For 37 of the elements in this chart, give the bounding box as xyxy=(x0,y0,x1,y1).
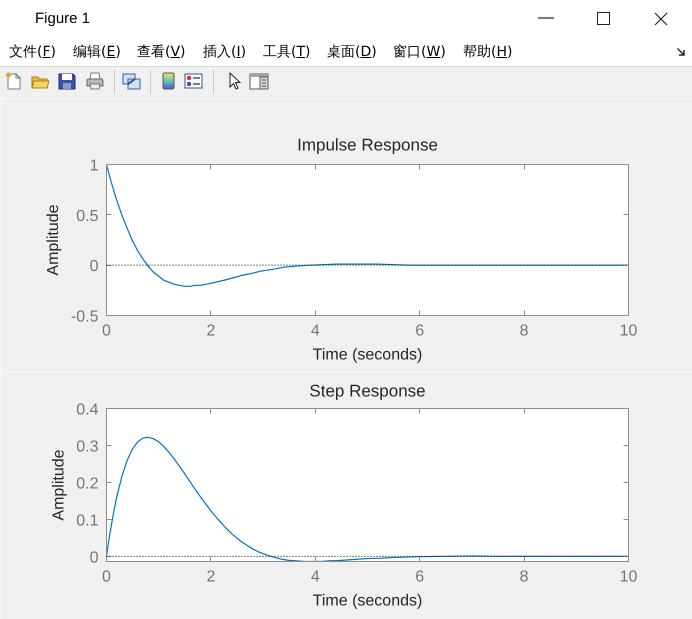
y-tick-label: 0.3 xyxy=(76,438,99,456)
x-tick-label: 10 xyxy=(620,322,638,340)
y-tick-label: 0 xyxy=(90,549,99,566)
x-axis-title: Time (seconds) xyxy=(312,346,422,364)
chart-title: Step Response xyxy=(309,382,426,400)
x-tick-label: 4 xyxy=(310,568,320,586)
y-tick-label: 0.1 xyxy=(76,512,99,530)
menu-item: 文件(F) xyxy=(9,43,56,61)
menu-item: 编辑(E) xyxy=(73,43,121,61)
window-title: Figure 1 xyxy=(35,9,90,29)
line-series xyxy=(106,164,628,287)
y-tick-label: 0.5 xyxy=(76,208,99,225)
menu-item: 桌面(D) xyxy=(327,43,377,61)
x-tick-label: 8 xyxy=(520,568,529,586)
y-tick-label: 0.4 xyxy=(76,402,99,418)
y-axis-title: Amplitude xyxy=(50,449,68,521)
x-tick-label: 0 xyxy=(102,322,112,340)
x-tick-label: 6 xyxy=(415,568,424,586)
x-tick-label: 8 xyxy=(520,322,529,340)
x-axis-title: Time (seconds) xyxy=(312,592,422,610)
y-tick-label: 0 xyxy=(90,258,99,276)
x-tick-label: 2 xyxy=(206,568,216,586)
x-tick-label: 2 xyxy=(206,322,216,340)
x-tick-label: 10 xyxy=(620,568,638,586)
menu-item: 查看(V) xyxy=(137,43,186,61)
y-axis-title: Amplitude xyxy=(44,204,62,276)
menu-item: 工具(T) xyxy=(263,43,310,61)
x-tick-label: 6 xyxy=(415,322,424,340)
x-tick-label: 4 xyxy=(310,322,320,340)
x-tick-label: 0 xyxy=(102,568,112,586)
y-tick-label: 0.2 xyxy=(76,475,99,492)
chart-title: Impulse Response xyxy=(297,136,438,154)
y-tick-label: 1 xyxy=(90,158,99,174)
menu-item: 帮助(H) xyxy=(463,43,512,61)
y-tick-label: -0.5 xyxy=(70,308,99,326)
menu-item: 窗口(W) xyxy=(393,43,446,61)
menu-item: 插入(I) xyxy=(203,43,246,61)
